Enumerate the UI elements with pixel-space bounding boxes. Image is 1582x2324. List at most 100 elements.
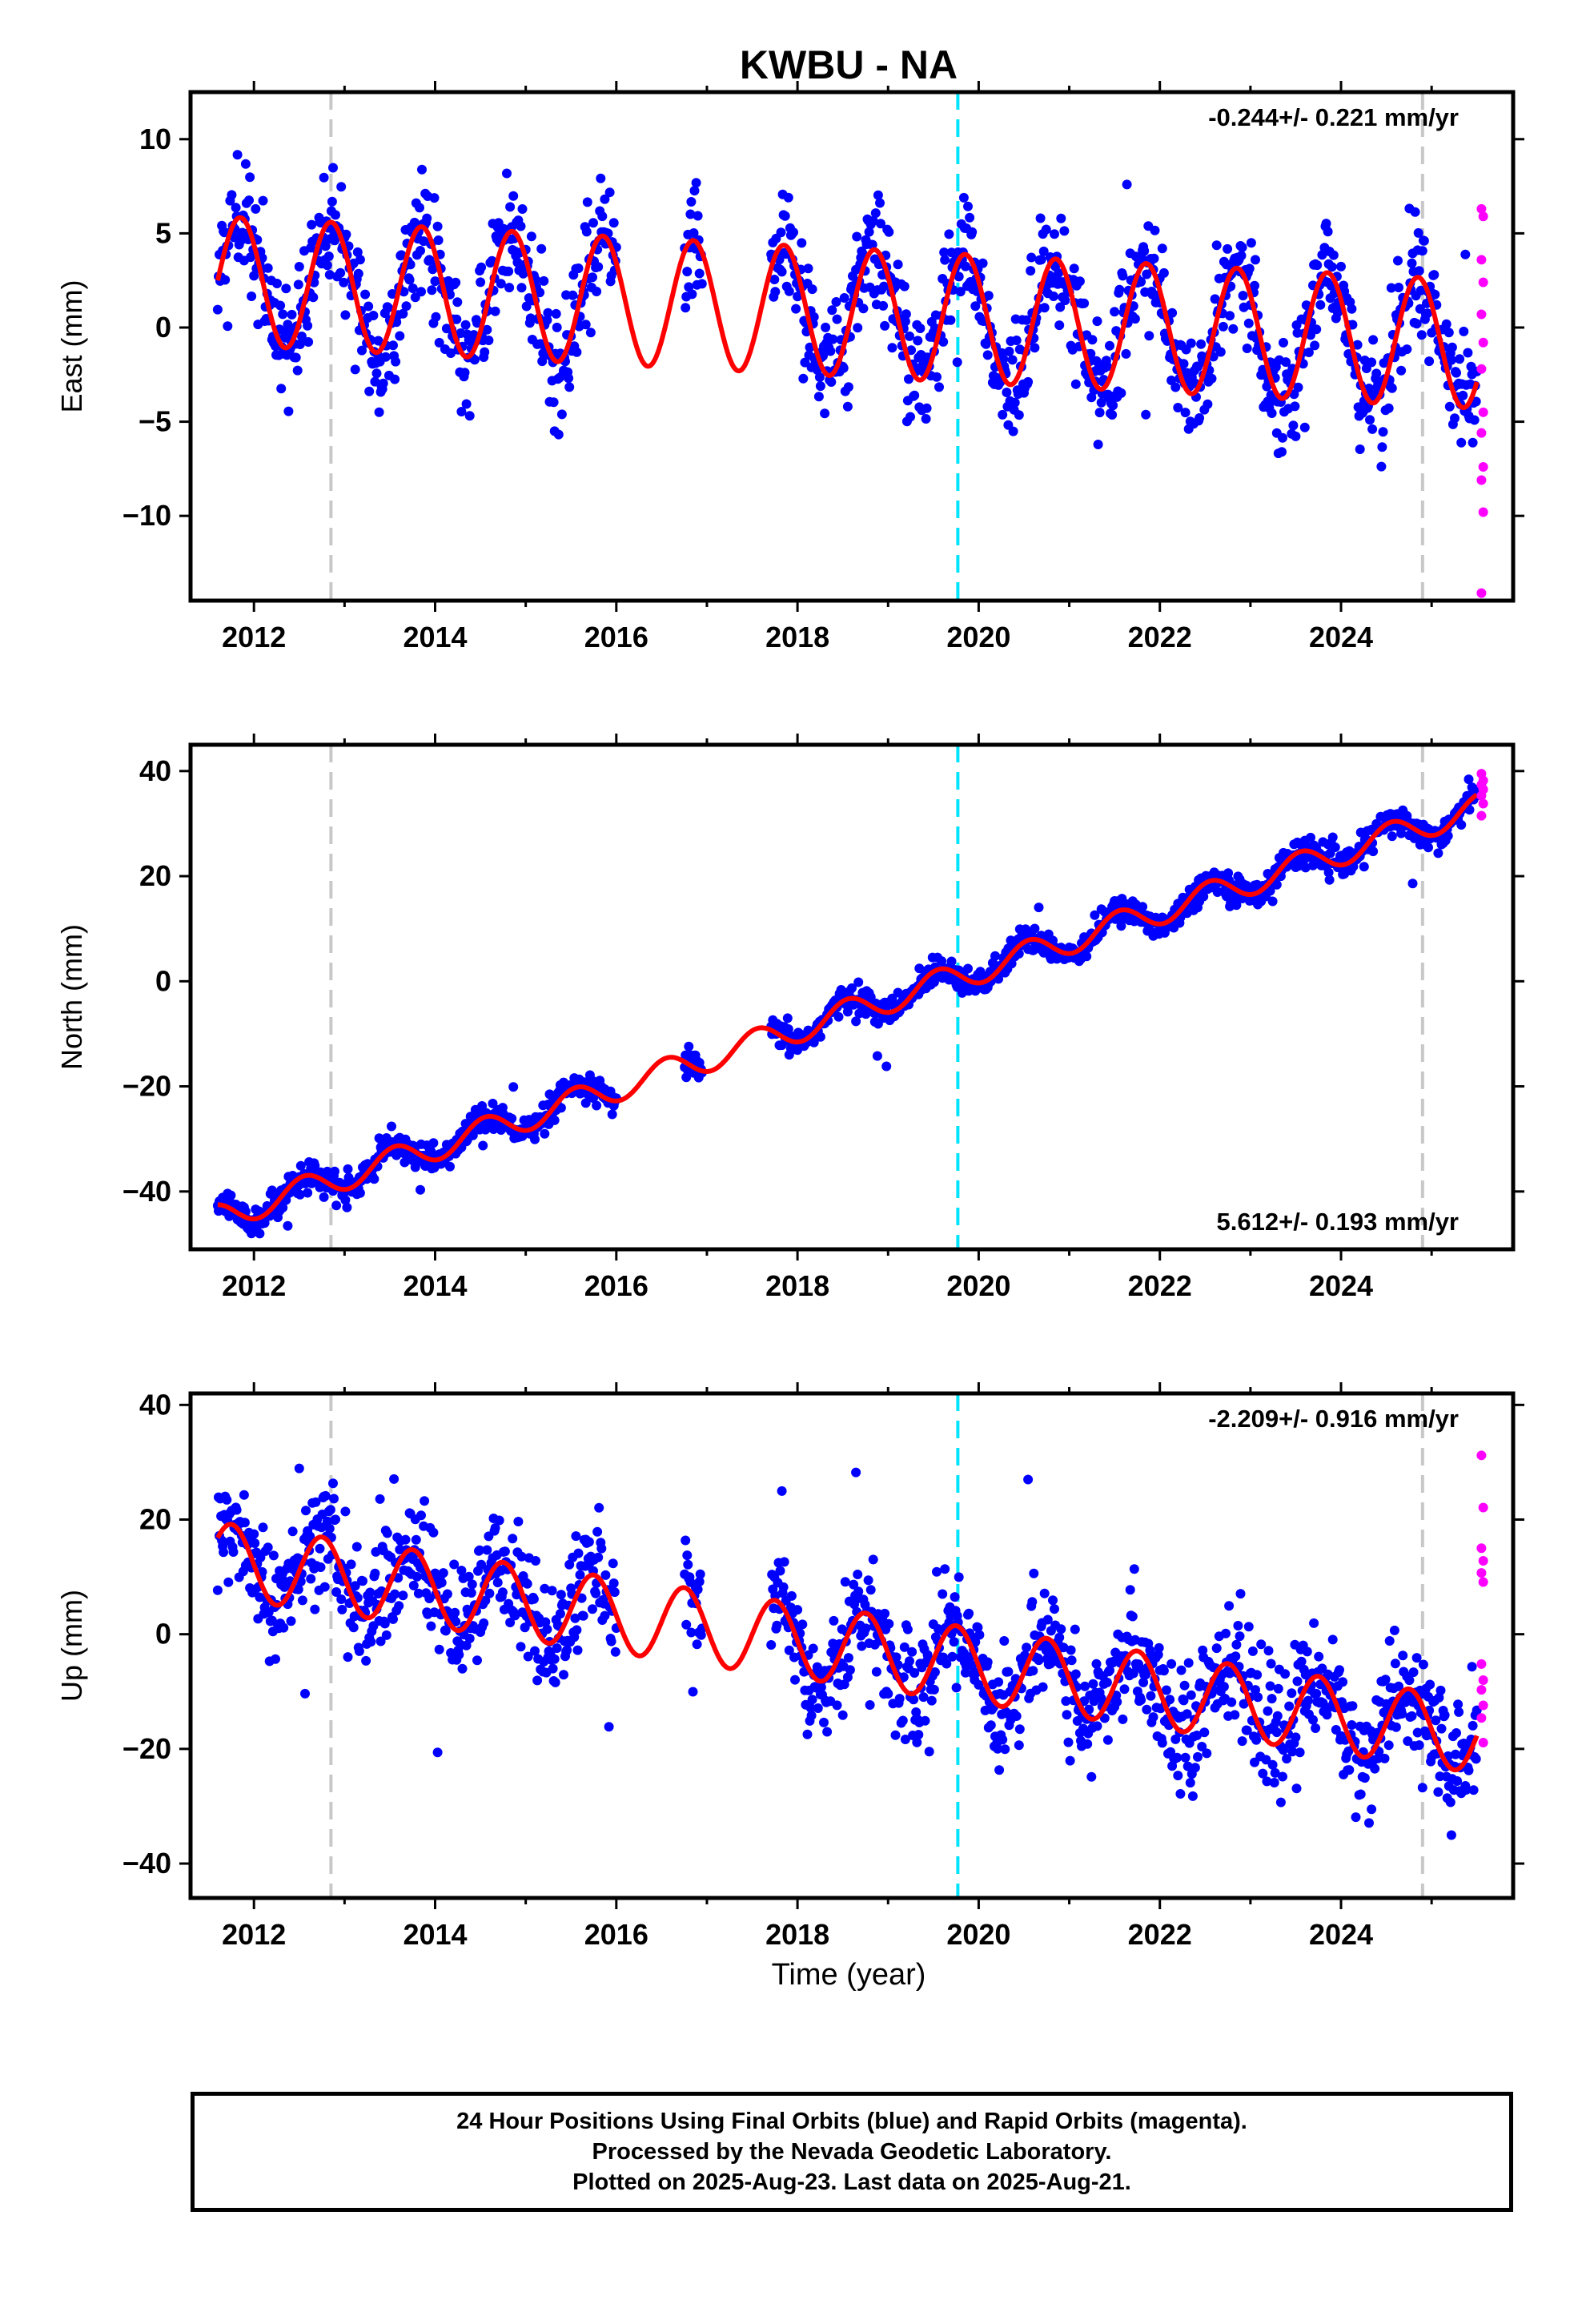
final-orbit-point <box>842 1672 853 1683</box>
final-orbit-point <box>540 1583 550 1594</box>
final-orbit-point <box>371 1546 381 1557</box>
final-orbit-point <box>604 1722 614 1732</box>
final-orbit-point <box>952 357 962 368</box>
final-orbit-point <box>1158 267 1169 278</box>
final-orbit-point <box>1387 831 1397 842</box>
final-orbit-point <box>479 1618 489 1628</box>
final-orbit-point <box>585 328 596 338</box>
rapid-orbit-point <box>1478 1502 1488 1513</box>
final-orbit-point <box>1407 1711 1417 1721</box>
final-orbit-points <box>212 774 1482 1239</box>
final-orbit-point <box>798 373 809 384</box>
final-orbit-point <box>1010 397 1020 408</box>
final-orbit-point <box>1266 1659 1276 1669</box>
final-orbit-point <box>1441 319 1452 329</box>
final-orbit-point <box>873 190 883 200</box>
final-orbit-point <box>1407 258 1417 268</box>
final-orbit-point <box>1225 311 1235 321</box>
final-orbit-point <box>840 1577 850 1587</box>
velocity-annotation: -2.209+/- 0.916 mm/yr <box>1208 1405 1459 1433</box>
final-orbit-point <box>476 262 487 272</box>
final-orbit-point <box>287 309 297 320</box>
final-orbit-point <box>316 1522 327 1533</box>
final-orbit-point <box>388 1614 398 1624</box>
rapid-orbit-point <box>1478 798 1488 809</box>
final-orbit-point <box>872 1051 882 1061</box>
final-orbit-point <box>954 271 964 282</box>
final-orbit-point <box>813 392 824 402</box>
final-orbit-point <box>949 1637 959 1647</box>
final-orbit-point <box>1105 340 1114 351</box>
final-orbit-point <box>604 187 615 198</box>
final-orbit-point <box>1050 229 1059 239</box>
final-orbit-point <box>584 1537 594 1547</box>
panel-north: 2012 2014 2016 2018 2020 2022 2024 40 20 0 −20 −40 N… <box>55 734 1524 1302</box>
final-orbit-point <box>552 322 562 332</box>
final-orbit-point <box>315 1562 326 1572</box>
final-orbit-point <box>549 1115 560 1125</box>
final-orbit-point <box>1023 1474 1034 1485</box>
final-orbit-point <box>815 381 825 392</box>
final-orbit-point <box>1252 1670 1263 1680</box>
final-orbit-point <box>1237 1736 1247 1747</box>
final-orbit-point <box>778 1582 789 1592</box>
final-orbit-point <box>430 276 440 287</box>
final-orbit-point <box>405 259 416 270</box>
final-orbit-point <box>375 1636 386 1647</box>
final-orbit-point <box>684 282 694 292</box>
final-orbit-point <box>682 1550 693 1561</box>
final-orbit-point <box>1136 1695 1146 1705</box>
final-orbit-point <box>416 1184 425 1195</box>
final-orbit-point <box>456 1566 467 1576</box>
final-orbit-point <box>934 382 944 392</box>
final-orbit-point <box>1251 1735 1262 1745</box>
final-orbit-point <box>340 1506 351 1517</box>
final-orbit-point <box>1267 896 1278 907</box>
final-orbit-point <box>1193 362 1203 372</box>
final-orbit-point <box>505 1618 516 1627</box>
final-orbit-point <box>852 231 862 242</box>
final-orbit-point <box>227 190 237 200</box>
final-orbit-point <box>900 316 910 327</box>
final-orbit-point <box>295 1189 305 1200</box>
final-orbit-point <box>932 372 942 382</box>
final-orbit-point <box>1063 1737 1074 1747</box>
final-orbit-point <box>1056 213 1066 223</box>
final-orbit-point <box>911 1707 921 1717</box>
final-orbit-point <box>868 215 878 226</box>
final-orbit-point <box>851 1467 861 1478</box>
final-orbit-point <box>1118 271 1128 281</box>
final-orbit-point <box>878 300 889 311</box>
final-orbit-point <box>336 182 347 192</box>
final-orbit-point <box>429 193 440 203</box>
final-orbit-point <box>819 1717 829 1727</box>
rapid-orbit-point <box>1478 407 1488 417</box>
final-orbit-point <box>905 1656 914 1667</box>
final-orbit-point <box>1443 328 1454 338</box>
final-orbit-point <box>1187 1791 1198 1801</box>
final-orbit-point <box>806 1711 817 1721</box>
final-orbit-point <box>428 1527 439 1538</box>
final-orbit-point <box>970 301 981 312</box>
final-orbit-point <box>516 283 527 293</box>
final-orbit-point <box>228 1547 239 1557</box>
panel-frame <box>188 90 1516 603</box>
final-orbit-point <box>422 213 432 223</box>
final-orbit-point <box>913 1730 924 1740</box>
final-orbit-point <box>808 1643 818 1654</box>
final-orbit-point <box>442 1589 452 1599</box>
final-orbit-point <box>863 1575 873 1586</box>
final-orbit-point <box>1351 1812 1361 1823</box>
final-orbit-point <box>1384 1636 1395 1646</box>
final-orbit-point <box>1389 1625 1399 1635</box>
final-orbit-point <box>539 275 549 286</box>
final-orbit-point <box>797 1619 808 1630</box>
final-orbit-point <box>467 1579 477 1590</box>
final-orbit-point <box>1186 338 1196 348</box>
final-orbit-point <box>853 1570 863 1579</box>
final-orbit-point <box>1202 1748 1212 1759</box>
final-orbit-point <box>1308 1715 1318 1725</box>
final-orbit-point <box>358 1576 367 1586</box>
final-orbit-point <box>308 292 319 303</box>
final-orbit-point <box>939 247 950 258</box>
